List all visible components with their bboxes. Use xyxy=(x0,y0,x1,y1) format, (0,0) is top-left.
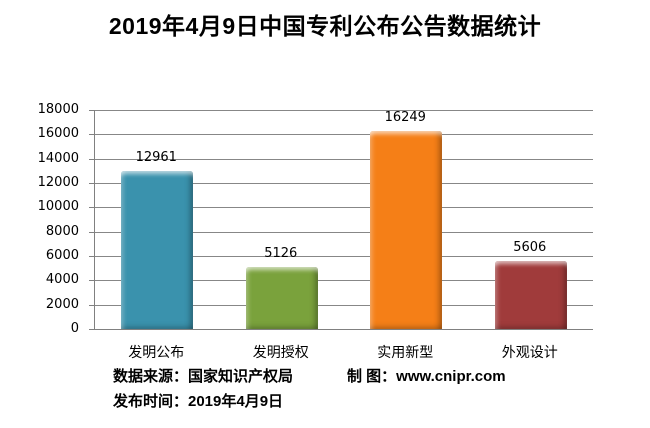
gridline xyxy=(95,231,593,233)
y-axis-tick xyxy=(89,134,94,136)
bar-1 xyxy=(245,266,318,329)
y-axis-tick xyxy=(89,256,94,257)
x-axis-label: 外观设计 xyxy=(501,344,558,360)
bar-value-label: 16249 xyxy=(384,110,426,126)
y-axis-tick xyxy=(89,207,94,209)
gridline xyxy=(95,280,593,282)
y-axis-tick xyxy=(89,304,94,306)
gridline xyxy=(95,134,593,136)
gridline xyxy=(95,110,593,111)
page-title: 2019年4月9日中国专利公布公告数据统计 xyxy=(108,13,542,39)
y-axis-label: 4000 xyxy=(45,272,79,288)
y-axis-tick xyxy=(89,110,94,111)
gridline xyxy=(95,256,593,257)
gridline xyxy=(95,304,593,306)
bar-value-label: 5126 xyxy=(264,245,298,261)
y-axis-label: 18000 xyxy=(37,102,79,117)
x-axis-label: 发明授权 xyxy=(252,344,309,360)
y-axis-tick xyxy=(89,280,94,282)
bar-value-label: 5606 xyxy=(513,239,547,255)
x-axis-label: 发明公布 xyxy=(128,344,185,360)
x-axis-label: 实用新型 xyxy=(377,344,434,360)
gridline xyxy=(95,183,593,184)
y-axis-label: 8000 xyxy=(45,223,79,239)
y-axis-label: 16000 xyxy=(37,126,79,142)
y-axis-label: 14000 xyxy=(37,150,79,166)
gridline xyxy=(95,158,593,160)
bar-3 xyxy=(494,260,567,329)
y-axis-tick xyxy=(89,183,94,184)
bar-value-label: 12961 xyxy=(135,150,177,166)
y-axis-tick xyxy=(89,158,94,160)
footer-date-label: 发布时间：2019年4月9日 xyxy=(113,393,284,410)
y-axis-label: 12000 xyxy=(37,175,79,190)
y-axis-label: 2000 xyxy=(45,296,79,312)
footer-credit-label: 制 图：www.cnipr.com xyxy=(347,368,506,385)
y-axis-label: 6000 xyxy=(45,248,79,263)
gridline xyxy=(95,207,593,209)
y-axis-tick xyxy=(89,231,94,233)
y-axis-label: 10000 xyxy=(37,199,79,215)
plot-area xyxy=(94,110,593,330)
y-axis-label: 0 xyxy=(70,321,79,336)
bar-2 xyxy=(370,131,443,329)
footer-source-label: 数据来源：国家知识产权局 xyxy=(113,368,294,385)
bar-0 xyxy=(121,171,194,329)
y-axis-tick xyxy=(89,329,94,330)
